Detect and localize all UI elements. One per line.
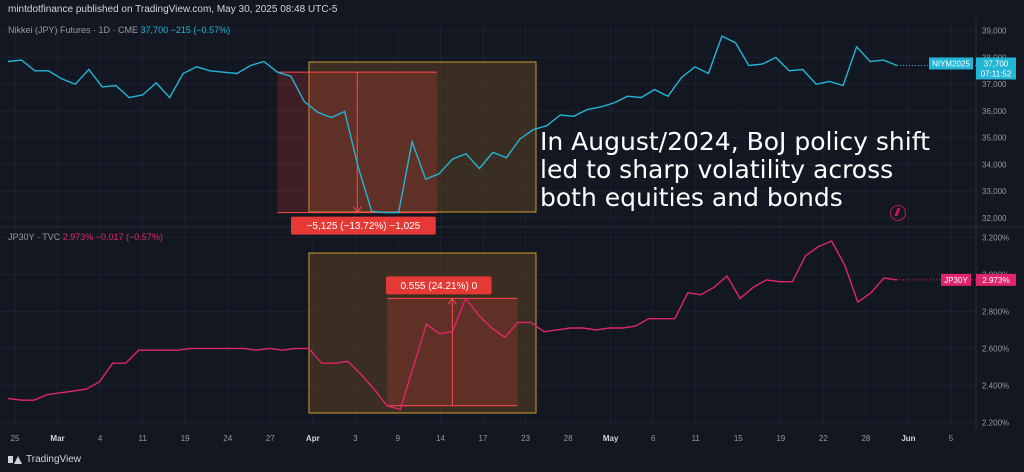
x-tick-label: Jun — [901, 434, 915, 443]
footer-brand-label: TradingView — [26, 454, 82, 465]
nikkei-legend-change: −215 (−0.57%) — [170, 25, 231, 35]
symbol-badge-box — [929, 57, 973, 70]
nikkei-series-line — [7, 35, 898, 214]
x-tick-label: 15 — [734, 434, 743, 443]
publisher-line: mintdotfinance published on TradingView.… — [8, 4, 338, 15]
x-tick-label: 11 — [138, 434, 147, 443]
x-tick-label: 25 — [11, 434, 20, 443]
y-tick-label: 37,000 — [982, 80, 1007, 89]
x-tick-label: 14 — [436, 434, 445, 443]
x-tick-label: 23 — [521, 434, 530, 443]
y-tick-label: 35,000 — [982, 134, 1007, 143]
y-tick-label: 34,000 — [982, 160, 1007, 169]
price-badge: 2.973% — [982, 276, 1009, 285]
y-tick-label: 33,000 — [982, 187, 1007, 196]
measure-label-box — [291, 216, 436, 235]
x-tick-label: 9 — [396, 434, 401, 443]
price-badge-box — [976, 57, 1016, 80]
x-tick-label: May — [603, 434, 619, 443]
jgb-legend[interactable]: JP30Y · TVC 2.973% −0.017 (−0.57%) — [8, 232, 163, 242]
lightning-icon[interactable] — [890, 205, 906, 221]
measure-label: −5,125 (−13.72%) −1,025 — [307, 221, 421, 232]
annotation-text: In August/2024, BoJ policy shift led to … — [540, 127, 930, 212]
y-tick-label: 36,000 — [982, 107, 1007, 116]
x-tick-label: 3 — [353, 434, 358, 443]
x-tick-label: 19 — [776, 434, 785, 443]
x-tick-label: 5 — [949, 434, 954, 443]
jgb-legend-name: JP30Y · TVC — [8, 232, 61, 242]
nikkei-legend-name: Nikkei (JPY) Futures · 1D · CME — [8, 25, 139, 35]
y-tick-label: 32,000 — [982, 214, 1007, 223]
x-tick-label: 28 — [564, 434, 573, 443]
y-tick-label: 39,000 — [982, 27, 1007, 36]
footer-brand[interactable]: TradingView — [8, 454, 81, 465]
x-tick-label: 22 — [819, 434, 828, 443]
jgb-legend-last: 2.973% — [62, 232, 94, 242]
countdown-badge: 07:11:52 — [981, 69, 1012, 78]
x-tick-label: 19 — [181, 434, 190, 443]
x-tick-label: 17 — [479, 434, 488, 443]
y-tick-label: 2.600% — [982, 344, 1009, 353]
x-tick-label: 4 — [98, 434, 103, 443]
measure-label: 0.555 (24.21%) 0 — [400, 281, 477, 292]
measure-arrow-head — [447, 297, 457, 305]
y-tick-label: 2.400% — [982, 381, 1009, 390]
price-badge-box — [976, 273, 1016, 286]
y-tick-label: 3.200% — [982, 233, 1009, 242]
symbol-badge: JP30Y — [944, 276, 968, 285]
price-badge: 37,700 — [984, 59, 1009, 68]
x-tick-label: 11 — [692, 434, 701, 443]
y-tick-label: 2.800% — [982, 307, 1009, 316]
measure-label-box — [386, 276, 492, 295]
x-tick-label: Mar — [50, 434, 64, 443]
highlight-box — [308, 61, 537, 213]
x-tick-label: 24 — [223, 434, 232, 443]
nikkei-legend[interactable]: Nikkei (JPY) Futures · 1D · CME 37,700 −… — [8, 25, 230, 35]
measure-arrow-head — [352, 206, 362, 214]
x-tick-label: 6 — [651, 434, 656, 443]
x-tick-label: 28 — [861, 434, 870, 443]
nikkei-legend-last: 37,700 — [140, 25, 169, 35]
jgb-legend-change: −0.017 (−0.57%) — [95, 232, 163, 242]
jgb-series-line — [7, 240, 898, 411]
symbol-badge-box — [941, 273, 971, 286]
x-tick-label: Apr — [306, 434, 320, 443]
tradingview-logo-icon — [8, 455, 22, 464]
symbol-badge: NIYM2025 — [932, 59, 970, 68]
y-tick-label: 2.200% — [982, 418, 1009, 427]
x-tick-label: 27 — [266, 434, 275, 443]
